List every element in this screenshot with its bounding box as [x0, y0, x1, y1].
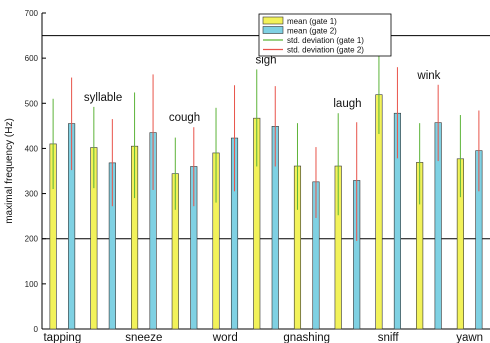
- bars: [49, 94, 483, 330]
- category-label: sneeze: [125, 332, 162, 343]
- category-label: tapping: [43, 332, 81, 343]
- legend: mean (gate 1)mean (gate 2)std. deviation…: [258, 13, 392, 57]
- legend-swatch: [262, 16, 284, 25]
- category-label: gnashing: [283, 332, 330, 343]
- y-tick-label: 0: [34, 325, 39, 334]
- axes: 0 100 200 300 400 500 600 700: [25, 9, 490, 334]
- category-label: cough: [169, 112, 200, 124]
- category-label: sniff: [378, 332, 400, 343]
- legend-label: std. deviation (gate 1): [287, 36, 364, 45]
- category-labels: tapping syllable sneeze cough word sigh gnashi…: [43, 54, 483, 343]
- category-label: yawn: [456, 332, 483, 343]
- legend-label: mean (gate 2): [287, 27, 337, 36]
- category-label: wink: [416, 70, 440, 82]
- error-bars: [52, 50, 480, 241]
- y-tick-label: 200: [25, 235, 39, 244]
- category-label: sigh: [255, 54, 276, 66]
- legend-label: std. deviation (gate 2): [287, 46, 364, 55]
- y-tick-label: 700: [25, 9, 39, 18]
- legend-swatch: [262, 26, 284, 34]
- category-label: syllable: [84, 92, 122, 104]
- y-tick-label: 600: [25, 54, 39, 63]
- y-tick-label: 400: [25, 144, 39, 153]
- y-tick-label: 500: [25, 99, 39, 108]
- y-tick-label: 300: [25, 190, 39, 199]
- legend-label: mean (gate 1): [287, 17, 337, 26]
- y-axis-label: maximal frequency (Hz): [4, 118, 15, 224]
- category-label: word: [212, 332, 238, 343]
- y-tick-label: 100: [25, 280, 39, 289]
- category-label: laugh: [333, 98, 361, 110]
